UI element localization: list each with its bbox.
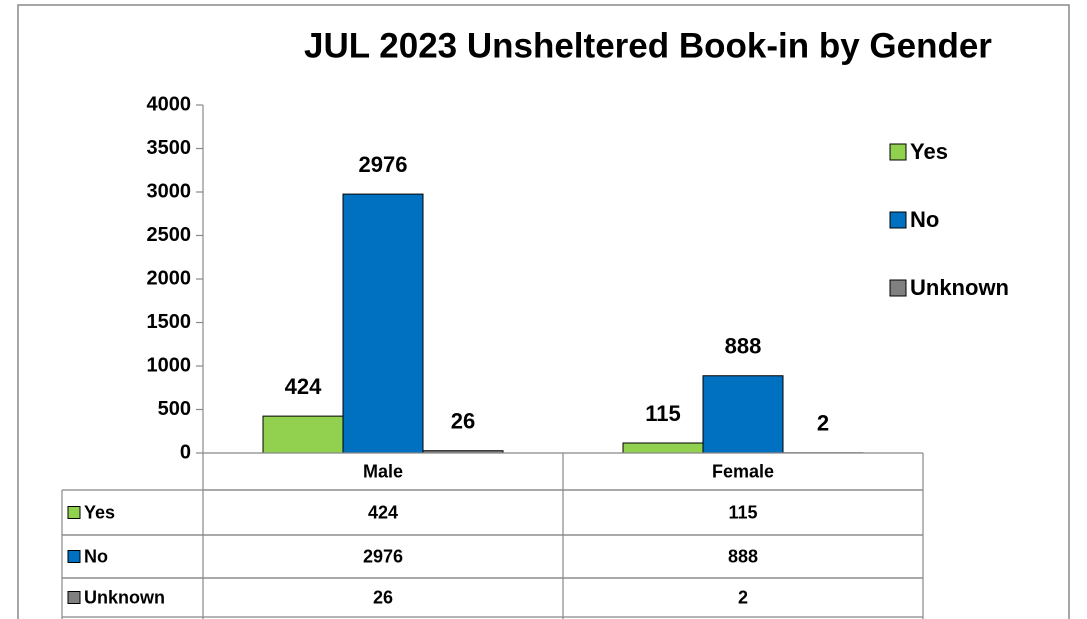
y-tick-label: 0 [180, 441, 191, 463]
legend-key [889, 211, 907, 229]
x-tick-label: Male [363, 461, 403, 481]
chart-title: JUL 2023 Unsheltered Book-in by Gender [304, 26, 992, 65]
value-label: 115 [645, 401, 681, 426]
table-row-label: Yes [84, 502, 115, 522]
table-cell: 2 [738, 587, 748, 607]
legend-key [889, 143, 907, 161]
value-label: 2976 [359, 152, 408, 177]
y-tick-label: 4000 [147, 93, 192, 115]
bar [622, 442, 704, 454]
table-legend-key [67, 550, 81, 563]
table-cell: 424 [368, 502, 398, 522]
y-tick-label: 2000 [147, 267, 192, 289]
table-cell: 115 [728, 502, 757, 522]
table-legend-key [67, 591, 81, 604]
legend-key [889, 279, 907, 297]
y-tick-label: 3000 [147, 180, 192, 202]
y-tick-label: 1500 [147, 311, 192, 333]
y-tick-label: 3500 [147, 137, 192, 159]
bar [262, 415, 344, 454]
chart-frame [17, 4, 1070, 619]
value-label: 888 [725, 334, 762, 359]
table-cell: 26 [373, 587, 393, 607]
legend-label: Unknown [910, 275, 1009, 300]
value-label: 424 [285, 374, 322, 399]
bar [702, 375, 784, 454]
bar [342, 193, 424, 454]
legend-label: Yes [910, 139, 948, 164]
value-label: 26 [451, 409, 475, 434]
table-legend-key [67, 506, 81, 519]
y-tick-label: 2500 [147, 224, 192, 246]
table-row-label: Unknown [84, 587, 165, 607]
table-cell: 888 [728, 546, 758, 566]
y-tick-label: 1000 [147, 354, 192, 376]
table-row-label: No [84, 546, 108, 566]
y-tick-label: 500 [158, 398, 191, 420]
table-cell: 2976 [363, 546, 403, 566]
x-tick-label: Female [712, 461, 774, 481]
legend-label: No [910, 207, 939, 232]
value-label: 2 [817, 411, 829, 436]
